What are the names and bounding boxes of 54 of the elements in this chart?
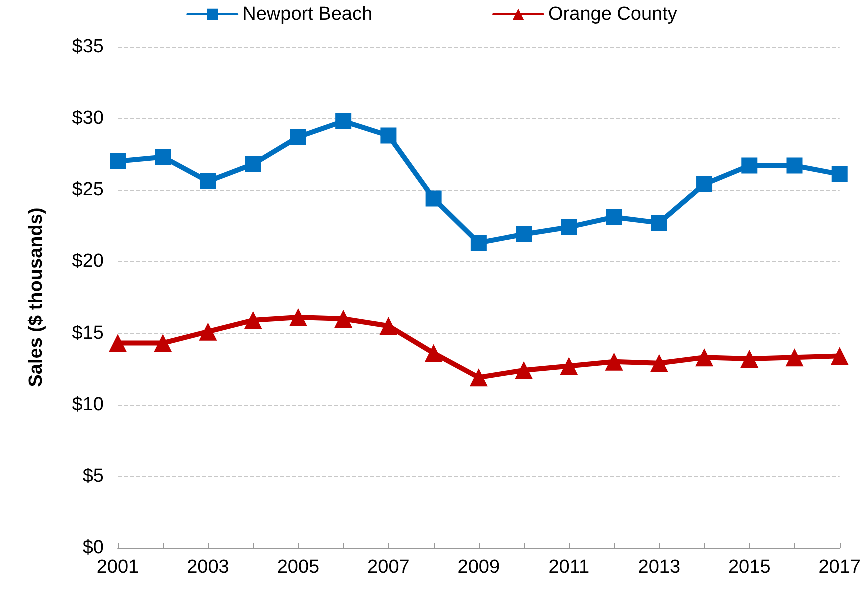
x-tick-label: 2013 [638, 557, 681, 578]
y-tick-label: $15 [72, 322, 104, 344]
point [155, 149, 172, 166]
point [832, 166, 848, 182]
y-axis-title: Sales ($ thousands) [26, 208, 47, 388]
point [380, 317, 398, 336]
point [696, 348, 714, 367]
y-tick-label: $35 [72, 36, 104, 58]
x-tick-label: 2009 [458, 557, 500, 578]
point [245, 156, 262, 172]
x-tick-label: 2011 [548, 557, 590, 578]
legend-label: Newport Beach [242, 4, 373, 25]
point [786, 348, 804, 367]
point [650, 354, 668, 372]
point [830, 347, 849, 366]
y-tick-label: $10 [72, 394, 104, 416]
x-tick-label: 2001 [96, 557, 140, 578]
y-tick-label: $5 [82, 466, 104, 487]
point [154, 334, 172, 352]
point [426, 190, 442, 207]
y-tick-label: $0 [82, 538, 104, 558]
point [742, 158, 758, 174]
point [606, 209, 622, 226]
point [334, 310, 353, 328]
point [110, 154, 126, 170]
point [244, 311, 262, 330]
point [740, 350, 759, 368]
x-tick-label: 2015 [728, 557, 771, 578]
point [424, 344, 443, 362]
point [560, 357, 578, 376]
y-tick-label: $20 [72, 251, 104, 272]
point [786, 158, 803, 174]
point [380, 128, 397, 144]
point [336, 113, 352, 130]
point [651, 215, 668, 232]
x-tick-label: 2003 [187, 557, 230, 578]
y-tick-label: $25 [72, 180, 104, 201]
y-tick-label: $30 [72, 108, 104, 130]
point [696, 176, 713, 192]
point [470, 235, 487, 252]
point [290, 129, 306, 146]
point [109, 334, 127, 352]
x-tick-label: 2005 [277, 557, 320, 578]
point [199, 322, 218, 341]
point [561, 219, 578, 236]
x-tick-label: 2007 [368, 557, 410, 578]
point [470, 368, 488, 387]
point [515, 362, 534, 380]
point [605, 352, 624, 371]
point [200, 174, 216, 190]
legend-label: Orange County [548, 4, 678, 25]
x-tick-label: 2017 [818, 557, 862, 578]
point [289, 308, 308, 327]
point [516, 226, 532, 243]
